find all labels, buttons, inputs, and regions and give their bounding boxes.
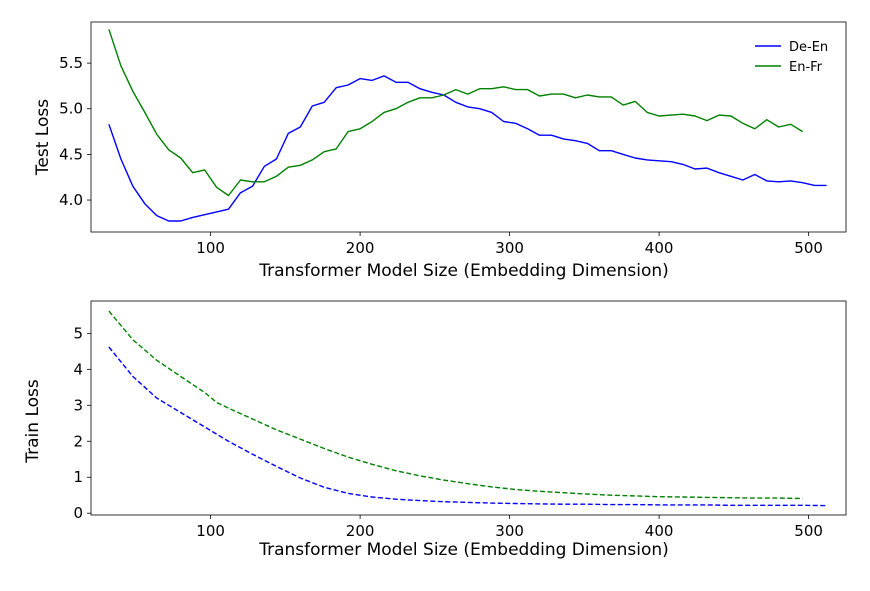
y-axis-ticks: 0 1 2 3 4 5: [73, 324, 91, 522]
y-axis-label: Train Loss: [23, 379, 43, 464]
x-tick-label: 400: [645, 522, 674, 540]
legend-label: En-Fr: [789, 60, 823, 75]
x-tick-label: 500: [794, 239, 823, 257]
series-line-de-en: [108, 75, 827, 222]
series-layer: [108, 310, 827, 507]
y-tick-label: 4.5: [59, 145, 83, 163]
y-tick-label: 1: [73, 468, 83, 486]
plot-area: [90, 300, 847, 516]
x-tick-label: 400: [645, 239, 674, 257]
x-axis-label: Transformer Model Size (Embedding Dimens…: [258, 261, 669, 281]
plot-frame: [90, 300, 847, 516]
x-axis-ticks: 100 200 300 400 500: [196, 232, 823, 257]
plot-area: [90, 21, 847, 233]
y-tick-label: 4: [73, 360, 83, 378]
y-tick-label: 5.0: [59, 100, 83, 118]
y-tick-label: 0: [73, 504, 83, 522]
x-tick-label: 100: [196, 522, 225, 540]
x-tick-label: 300: [495, 239, 524, 257]
series-layer: [108, 29, 827, 222]
y-axis-label: Test Loss: [33, 99, 53, 176]
plot-frame: [90, 21, 847, 233]
x-tick-label: 100: [196, 239, 225, 257]
y-tick-label: 5.5: [59, 54, 83, 72]
y-tick-label: 3: [73, 396, 83, 414]
y-axis-ticks: 4.0 4.5 5.0 5.5: [59, 54, 91, 209]
y-tick-label: 2: [73, 432, 83, 450]
series-line-green: [108, 310, 803, 500]
y-tick-label: 5: [73, 324, 83, 342]
x-tick-label: 200: [346, 522, 375, 540]
train-loss-chart: 100 200 300 400 500 0 1 2 3 4 5 Transformer Model…: [23, 300, 847, 560]
legend: De-En En-Fr: [755, 40, 828, 75]
x-tick-label: 200: [346, 239, 375, 257]
x-tick-label: 300: [495, 522, 524, 540]
x-axis-label: Transformer Model Size (Embedding Dimens…: [258, 540, 669, 560]
y-tick-label: 4.0: [59, 191, 83, 209]
legend-label: De-En: [789, 40, 828, 55]
series-line-blue: [108, 346, 827, 507]
test-loss-chart: 100 200 300 400 500 4.0 4.5 5.0 5.5 Transformer…: [33, 21, 847, 281]
series-line-en-fr: [108, 29, 803, 197]
x-tick-label: 500: [794, 522, 823, 540]
x-axis-ticks: 100 200 300 400 500: [196, 515, 823, 540]
